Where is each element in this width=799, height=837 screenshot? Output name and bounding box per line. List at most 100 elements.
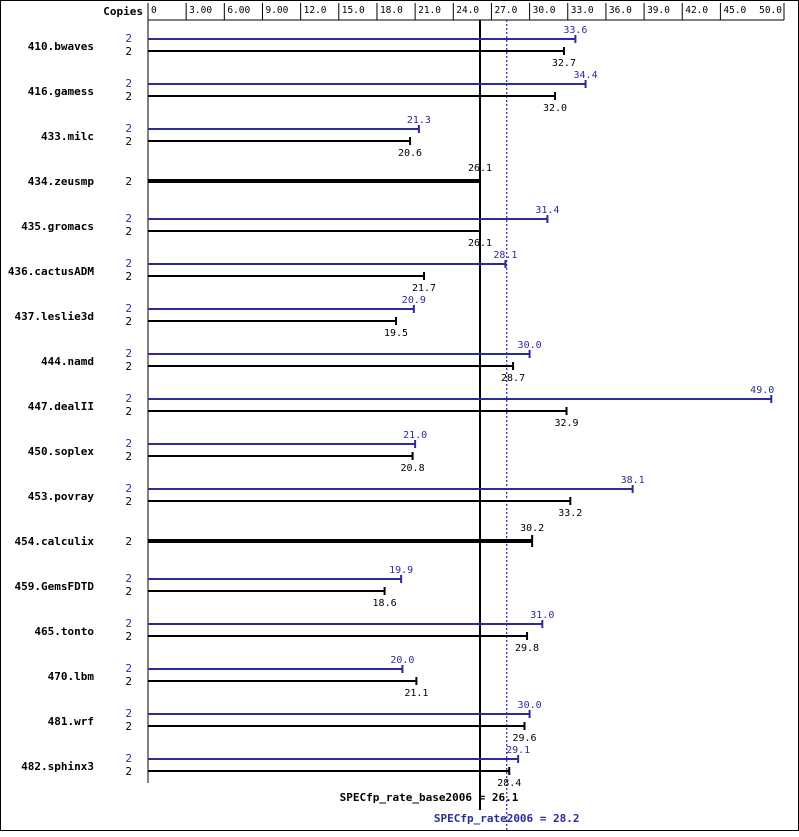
- benchmark-label: 447.dealII: [28, 400, 94, 413]
- base-copies-label: 2: [125, 405, 132, 418]
- base-copies-label: 2: [125, 765, 132, 778]
- peak-value-label: 19.9: [389, 565, 413, 576]
- benchmark-label: 482.sphinx3: [21, 760, 94, 773]
- peak-value-label: 28.1: [493, 250, 517, 261]
- benchmark-label: 454.calculix: [15, 535, 95, 548]
- base-copies-label: 2: [125, 270, 132, 283]
- peak-copies-label: 2: [125, 752, 132, 765]
- bars-layer: 410.bwaves 2 33.6 2 32.7 416.gamess 2 34.4 2 32.0…: [8, 25, 774, 789]
- peak-value-label: 31.4: [535, 205, 559, 216]
- base-copies-label: 2: [125, 720, 132, 733]
- x-tick-label: 36.0: [609, 5, 632, 16]
- peak-value-label: 21.0: [403, 430, 427, 441]
- x-tick-label: 18.0: [380, 5, 403, 16]
- peak-copies-label: 2: [125, 707, 132, 720]
- base-copies-label: 2: [125, 135, 132, 148]
- base-copies-label: 2: [125, 90, 132, 103]
- benchmark-label: 436.cactusADM: [8, 265, 94, 278]
- x-tick-label: 45.0: [723, 5, 746, 16]
- base-copies-label: 2: [125, 675, 132, 688]
- peak-value-label: 34.4: [574, 70, 598, 81]
- base-value-label: 19.5: [384, 328, 408, 339]
- base-value-label: 30.2: [520, 523, 544, 534]
- base-summary-label: SPECfp_rate_base2006 = 26.1: [340, 791, 519, 804]
- base-value-label: 29.8: [515, 643, 539, 654]
- peak-value-label: 33.6: [563, 25, 587, 36]
- peak-value-label: 31.0: [530, 610, 554, 621]
- x-tick-label: 42.0: [685, 5, 708, 16]
- peak-copies-label: 2: [125, 302, 132, 315]
- benchmark-label: 434.zeusmp: [28, 175, 95, 188]
- peak-copies-label: 2: [125, 392, 132, 405]
- base-value-label: 28.4: [497, 778, 521, 789]
- base-copies-label: 2: [125, 225, 132, 238]
- peak-copies-label: 2: [125, 212, 132, 225]
- benchmark-label: 444.namd: [41, 355, 94, 368]
- base-copies-label: 2: [125, 315, 132, 328]
- x-tick-label: 24.0: [456, 5, 479, 16]
- benchmark-label: 410.bwaves: [28, 40, 94, 53]
- x-tick-label: 0: [151, 5, 157, 16]
- base-value-label: 20.6: [398, 148, 422, 159]
- peak-copies-label: 2: [125, 257, 132, 270]
- base-value-label: 29.6: [512, 733, 536, 744]
- benchmark-label: 470.lbm: [48, 670, 95, 683]
- base-copies-label: 2: [125, 175, 132, 188]
- peak-value-label: 38.1: [621, 475, 645, 486]
- base-copies-label: 2: [125, 630, 132, 643]
- peak-copies-label: 2: [125, 572, 132, 585]
- benchmark-label: 453.povray: [28, 490, 95, 503]
- benchmark-label: 450.soplex: [28, 445, 95, 458]
- base-copies-label: 2: [125, 495, 132, 508]
- base-value-label: 33.2: [558, 508, 582, 519]
- benchmark-label: 433.milc: [41, 130, 94, 143]
- x-tick-label: 30.0: [533, 5, 556, 16]
- peak-copies-label: 2: [125, 347, 132, 360]
- base-copies-label: 2: [125, 535, 132, 548]
- base-copies-label: 2: [125, 585, 132, 598]
- x-tick-label: 3.00: [189, 5, 212, 16]
- peak-summary-label: SPECfp_rate2006 = 28.2: [434, 812, 580, 825]
- x-tick-label: 50.0: [759, 5, 782, 16]
- peak-copies-label: 2: [125, 122, 132, 135]
- base-copies-label: 2: [125, 360, 132, 373]
- x-tick-label: 33.0: [571, 5, 594, 16]
- reference-lines: [478, 20, 508, 832]
- x-tick-label: 6.00: [227, 5, 250, 16]
- peak-copies-label: 2: [125, 662, 132, 675]
- benchmark-label: 416.gamess: [28, 85, 94, 98]
- peak-copies-label: 2: [125, 32, 132, 45]
- axis-layer: 0 3.00 6.00 9.00 12.0 15.0 18.0 21.0 24.0 27.0 30.…: [147, 3, 785, 783]
- base-value-label: 18.6: [373, 598, 397, 609]
- base-value-label: 28.7: [501, 373, 525, 384]
- base-copies-label: 2: [125, 45, 132, 58]
- x-tick-label: 12.0: [304, 5, 327, 16]
- benchmark-label: 459.GemsFDTD: [15, 580, 95, 593]
- base-value-label: 32.7: [552, 58, 576, 69]
- x-tick-label: 27.0: [494, 5, 517, 16]
- benchmark-label: 435.gromacs: [21, 220, 94, 233]
- peak-value-label: 30.0: [518, 700, 542, 711]
- base-value-label: 21.7: [412, 283, 436, 294]
- peak-value-label: 30.0: [518, 340, 542, 351]
- benchmark-label: 465.tonto: [34, 625, 94, 638]
- base-value-label: 32.0: [543, 103, 567, 114]
- base-value-label: 26.1: [468, 163, 492, 174]
- peak-value-label: 20.0: [390, 655, 414, 666]
- peak-value-label: 21.3: [407, 115, 431, 126]
- peak-copies-label: 2: [125, 482, 132, 495]
- peak-value-label: 49.0: [750, 385, 774, 396]
- copies-header: Copies: [103, 5, 143, 18]
- x-tick-label: 21.0: [418, 5, 441, 16]
- base-value-label: 26.1: [468, 238, 492, 249]
- peak-copies-label: 2: [125, 77, 132, 90]
- x-tick-label: 9.00: [265, 5, 288, 16]
- x-tick-label: 15.0: [342, 5, 365, 16]
- base-copies-label: 2: [125, 450, 132, 463]
- peak-copies-label: 2: [125, 617, 132, 630]
- peak-copies-label: 2: [125, 437, 132, 450]
- benchmark-label: 437.leslie3d: [15, 310, 94, 323]
- peak-value-label: 29.1: [506, 745, 530, 756]
